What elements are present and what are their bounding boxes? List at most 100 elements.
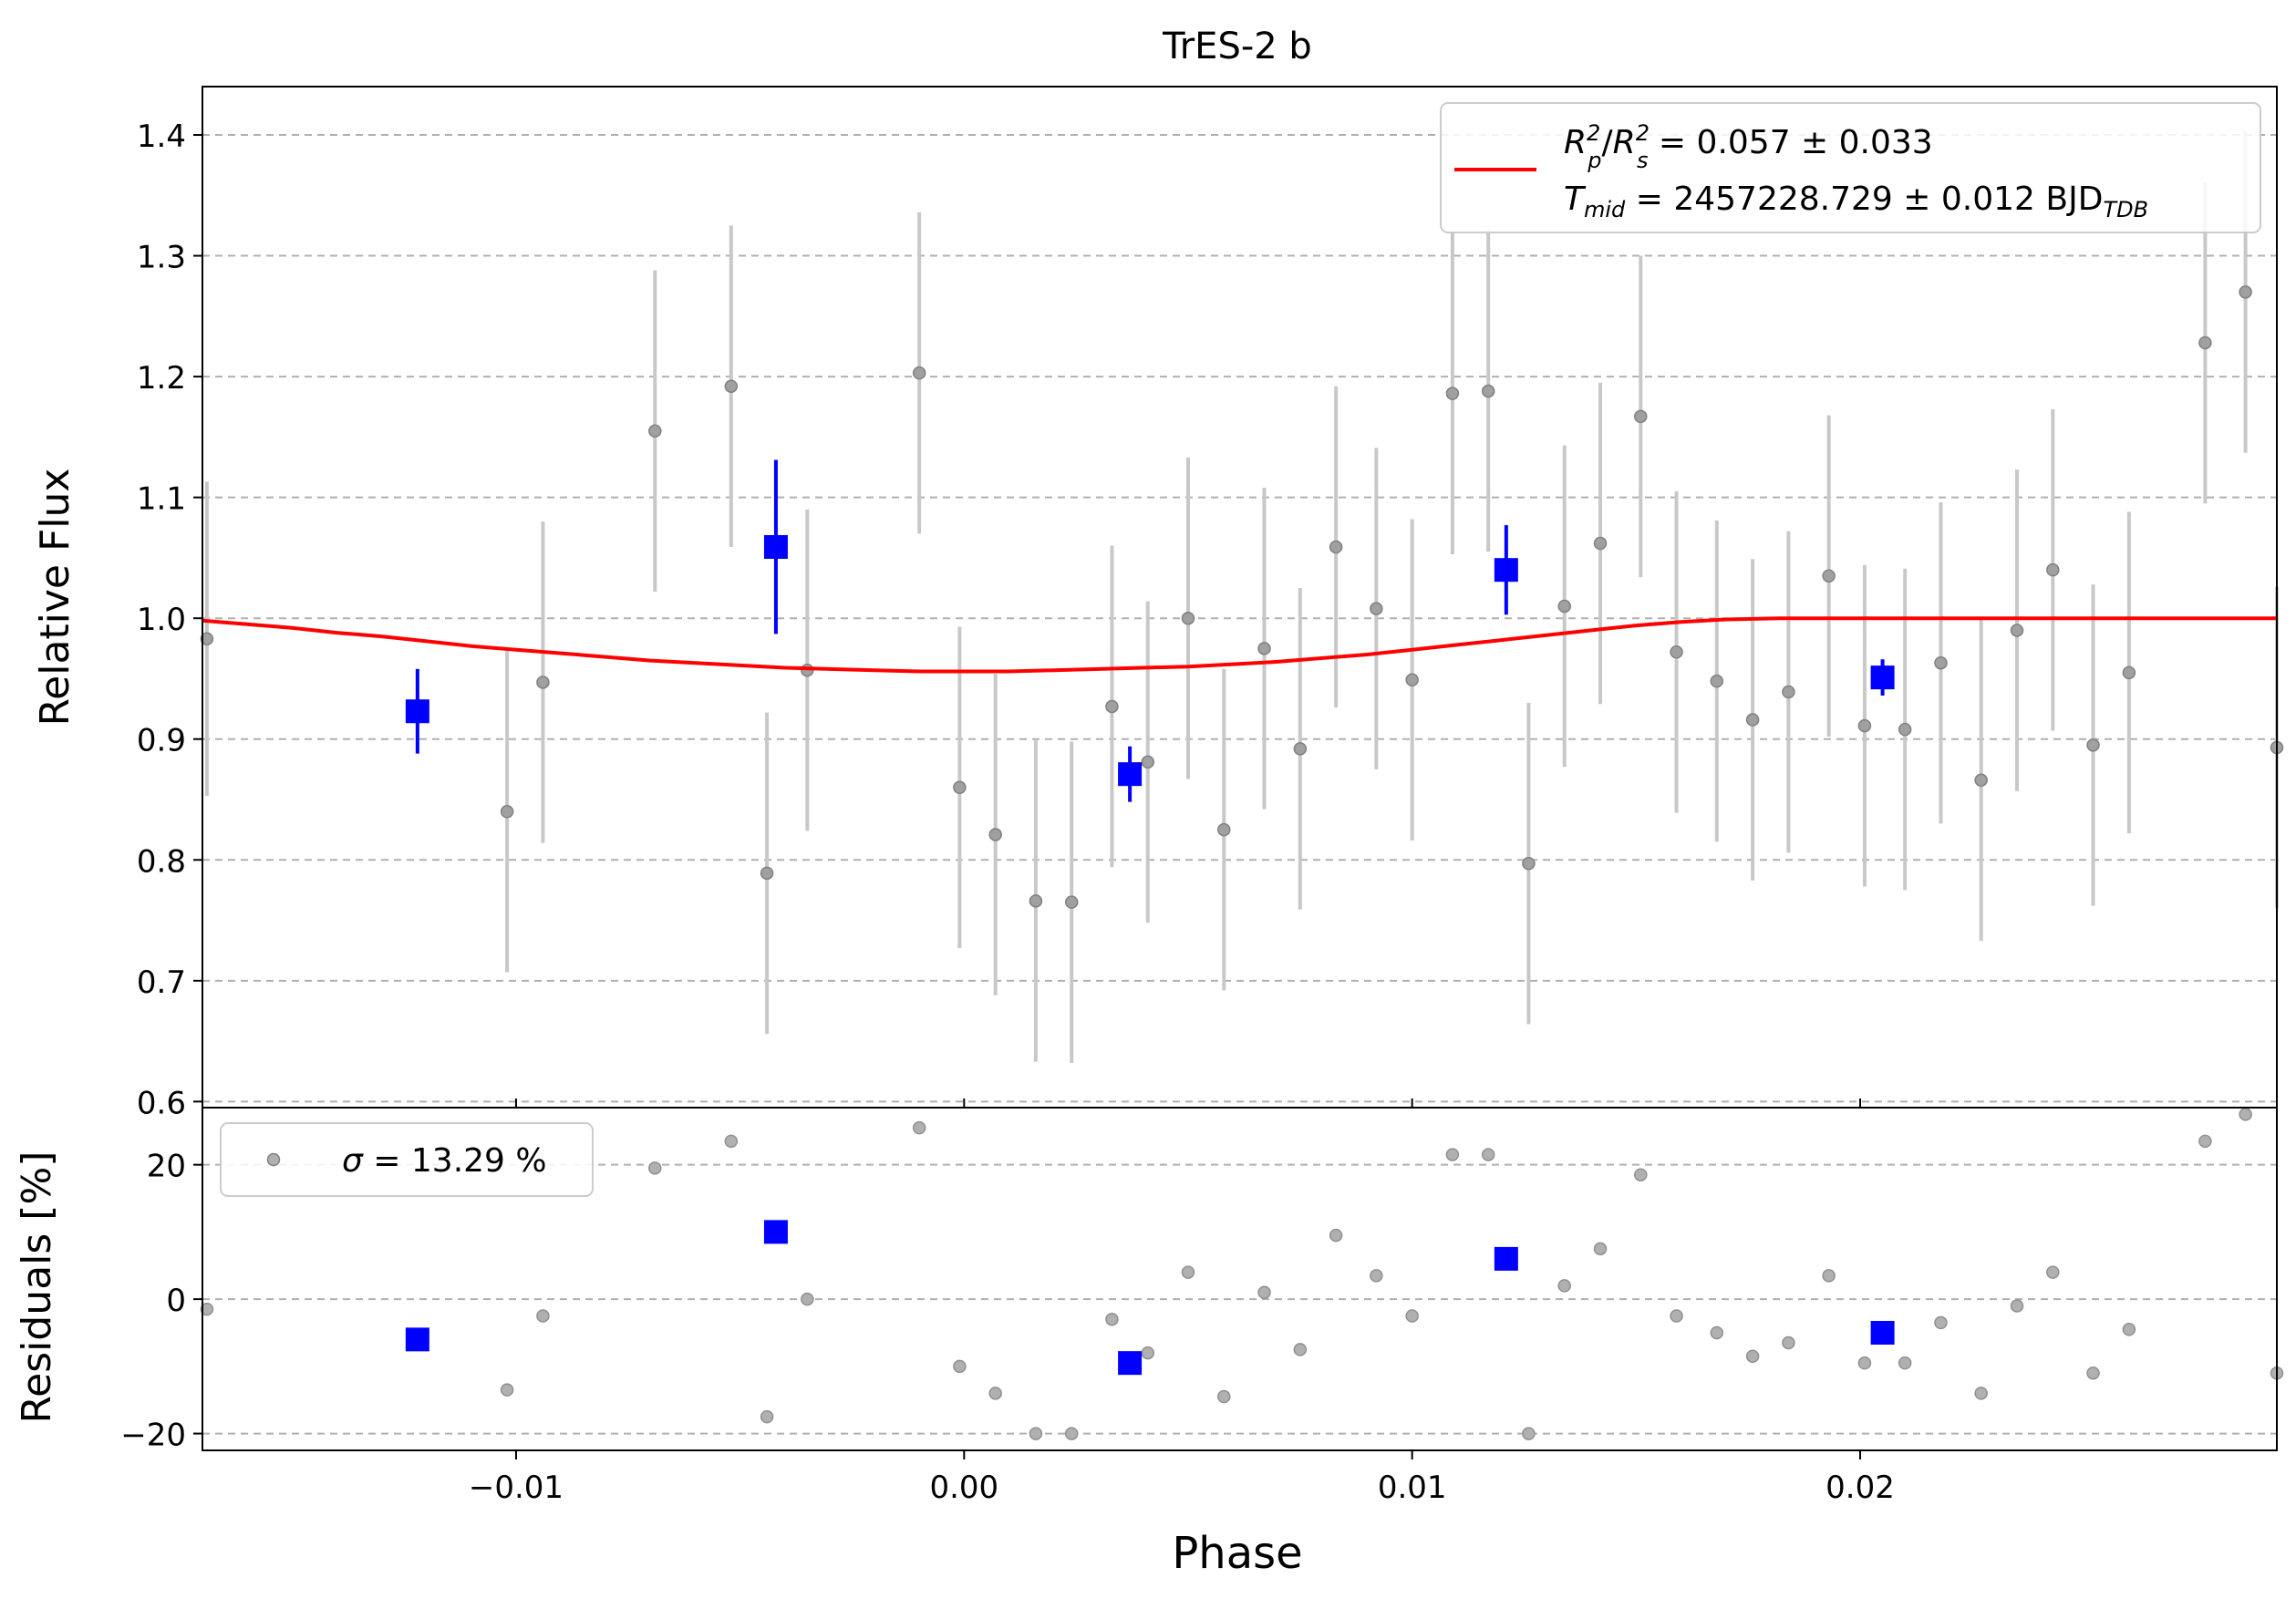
residual-point [1898, 1356, 1912, 1370]
main-y-tick-label: 1.0 [137, 602, 186, 638]
data-point [1217, 822, 1231, 837]
residual-point [1557, 1279, 1571, 1293]
residual-point [1329, 1228, 1343, 1243]
chart-title: TrES-2 b [1162, 26, 1312, 67]
transit-model-curve [202, 616, 2277, 674]
residual-point [1522, 1427, 1536, 1440]
residual-y-tick-label: −20 [120, 1418, 186, 1454]
residual-point [1141, 1346, 1155, 1360]
residual-legend: σ = 13.29 % [220, 1122, 594, 1197]
main-legend-box [1440, 102, 2261, 233]
data-point [912, 366, 926, 380]
legend-radius-ratio: R2 p/R2 s = 0.057 ± 0.033 [1564, 120, 1933, 173]
main-y-tick-label: 0.6 [137, 1085, 186, 1121]
residual-point [1593, 1242, 1608, 1256]
residual-point [1405, 1309, 1419, 1323]
x-tick-label: 0.02 [1825, 1470, 1895, 1506]
residual-point [988, 1387, 1002, 1400]
residual-axes-frame [202, 1107, 2278, 1451]
residual-point [2198, 1134, 2212, 1149]
data-point [1064, 895, 1079, 909]
residual-point [1257, 1285, 1271, 1299]
main-y-tick-label: 0.9 [137, 723, 186, 759]
data-point [1745, 713, 1760, 727]
data-point [1329, 540, 1343, 554]
main-binned-points [405, 459, 1895, 802]
main-y-tick-label: 0.8 [137, 843, 186, 880]
residual-point [1710, 1325, 1724, 1340]
x-tick-label: 0.01 [1378, 1470, 1447, 1506]
main-y-axis-label: Relative Flux [32, 469, 78, 727]
data-point [760, 866, 774, 881]
residual-point [2046, 1265, 2060, 1279]
residual-binned-points [405, 1220, 1895, 1376]
main-y-tick-label: 0.7 [137, 964, 186, 1001]
main-y-tick-label: 1.4 [137, 119, 186, 155]
data-point [953, 780, 967, 795]
residual-point [1370, 1269, 1383, 1283]
residual-point [1293, 1343, 1308, 1356]
main-y-ticks: 0.6 0.7 0.8 0.9 1.0 1.1 1.2 1.3 1.4 [137, 119, 202, 1121]
binned-point [763, 534, 788, 559]
data-point [1634, 409, 1648, 424]
residual-point [1670, 1309, 1683, 1323]
data-point [1181, 611, 1195, 625]
data-point [1141, 755, 1155, 769]
main-y-tick-label: 1.2 [137, 360, 186, 397]
data-point [1257, 642, 1271, 655]
residual-y-ticks: −20 0 20 [120, 1149, 202, 1454]
binned-point [1870, 665, 1895, 690]
data-point [1782, 685, 1795, 699]
data-point [1405, 673, 1419, 687]
residual-point [536, 1309, 550, 1323]
main-y-tick-label: 1.1 [137, 481, 186, 518]
residual-data-points [200, 1108, 2284, 1440]
legend-tmid: Tmid = 2457228.729 ± 0.012 BJDTDB [1564, 180, 2148, 222]
residual-legend-sigma: σ = 13.29 % [342, 1142, 547, 1180]
data-point [2239, 285, 2252, 299]
data-point [200, 632, 214, 645]
data-point [1593, 536, 1608, 551]
residual-point [724, 1134, 739, 1149]
residual-point [760, 1409, 774, 1424]
residual-point [1745, 1349, 1760, 1364]
residual-y-tick-label: 0 [166, 1283, 186, 1319]
residual-binned-point [1118, 1351, 1143, 1376]
data-point [1898, 722, 1912, 737]
data-point [988, 828, 1002, 841]
residual-point [1029, 1427, 1043, 1440]
data-point [1481, 384, 1495, 398]
data-point [2046, 562, 2060, 577]
binned-point [1118, 762, 1143, 787]
residual-point [953, 1359, 967, 1374]
residual-point [500, 1383, 514, 1397]
data-point [1557, 599, 1571, 614]
residual-y-axis-label: Residuals [%] [14, 1151, 60, 1424]
main-legend: R2 p/R2 s = 0.057 ± 0.033 Tmid = 2457228.7… [1440, 102, 2261, 233]
data-point [1974, 773, 1988, 788]
data-point [1934, 655, 1948, 670]
data-point [500, 805, 514, 819]
data-point [2122, 665, 2136, 680]
residual-binned-point [1494, 1246, 1518, 1271]
data-point [1670, 645, 1683, 659]
residual-point [1822, 1269, 1836, 1283]
data-point [2086, 738, 2100, 752]
residual-point [2239, 1108, 2252, 1121]
residual-point [1217, 1389, 1231, 1404]
x-axis-label: Phase [1172, 1528, 1302, 1579]
residual-binned-point [405, 1327, 429, 1352]
residual-y-tick-label: 20 [147, 1149, 186, 1185]
residual-point [2086, 1366, 2100, 1380]
residual-legend-marker [266, 1152, 281, 1167]
data-point [1370, 602, 1383, 615]
data-point [2010, 624, 2024, 637]
x-tick-label: −0.01 [469, 1470, 564, 1506]
residual-point [1974, 1387, 1988, 1400]
binned-point [405, 699, 429, 724]
data-point [1445, 387, 1460, 400]
residual-point [801, 1292, 814, 1306]
residual-point [2010, 1299, 2024, 1313]
residual-legend-box [220, 1122, 594, 1197]
